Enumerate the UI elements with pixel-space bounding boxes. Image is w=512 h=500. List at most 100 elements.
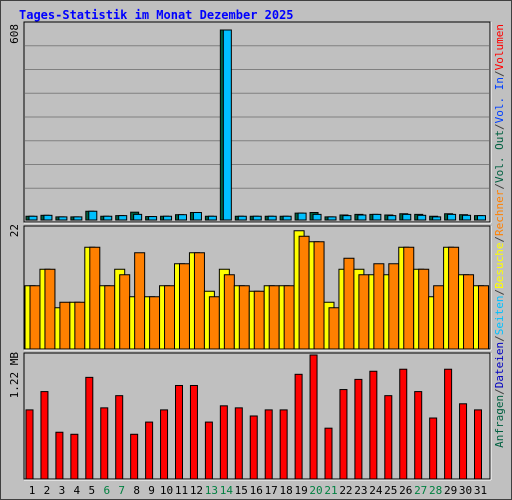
bar-dateien-day-27 bbox=[417, 214, 427, 221]
x-tick-label: 21 bbox=[324, 484, 337, 497]
bar-volumen-day-10 bbox=[160, 409, 169, 480]
bar-rechner-day-5 bbox=[89, 246, 101, 350]
bar-volumen-day-27 bbox=[414, 391, 423, 480]
legend-segment: / bbox=[493, 388, 506, 395]
x-tick-label: 25 bbox=[384, 484, 397, 497]
bar-volumen-day-18 bbox=[279, 409, 288, 480]
bar-dateien-day-17 bbox=[267, 215, 277, 221]
bar-dateien-day-5 bbox=[88, 210, 98, 221]
x-tick-label: 23 bbox=[354, 484, 367, 497]
bar-dateien-day-9 bbox=[148, 216, 158, 221]
bar-rechner-day-1 bbox=[29, 285, 41, 350]
bar-volumen-day-30 bbox=[459, 403, 468, 480]
x-tick-label: 13 bbox=[205, 484, 218, 497]
bar-dateien-day-26 bbox=[402, 213, 412, 221]
x-tick-label: 30 bbox=[459, 484, 472, 497]
bar-rechner-day-14 bbox=[223, 274, 235, 350]
x-tick-label: 19 bbox=[294, 484, 307, 497]
legend-segment: Vol. Out bbox=[493, 130, 506, 183]
bar-volumen-day-21 bbox=[324, 427, 333, 480]
legend-segment: Rechner bbox=[493, 189, 506, 236]
bar-dateien-day-3 bbox=[58, 216, 68, 221]
x-tick-label: 12 bbox=[190, 484, 203, 497]
bar-volumen-day-7 bbox=[115, 395, 124, 480]
bar-dateien-day-20 bbox=[312, 213, 322, 221]
bar-volumen-day-12 bbox=[189, 384, 198, 480]
bar-dateien-day-24 bbox=[372, 213, 382, 221]
x-tick-label: 24 bbox=[369, 484, 383, 497]
bar-rechner-day-22 bbox=[343, 257, 355, 350]
x-tick-label: 17 bbox=[265, 484, 278, 497]
x-tick-label: 31 bbox=[474, 484, 487, 497]
bar-rechner-day-9 bbox=[149, 296, 161, 350]
x-tick-label: 27 bbox=[414, 484, 427, 497]
bar-volumen-day-24 bbox=[369, 370, 378, 480]
bar-rechner-day-13 bbox=[208, 296, 220, 350]
bar-rechner-day-19 bbox=[298, 235, 310, 350]
x-tick-label: 1 bbox=[29, 484, 36, 497]
bar-dateien-day-16 bbox=[252, 215, 262, 221]
bar-rechner-day-15 bbox=[238, 285, 250, 350]
bar-rechner-day-17 bbox=[268, 285, 280, 350]
bar-volumen-day-22 bbox=[339, 389, 348, 480]
bar-rechner-day-3 bbox=[59, 301, 71, 350]
bar-rechner-day-20 bbox=[313, 241, 325, 350]
bar-rechner-day-4 bbox=[74, 301, 86, 350]
bar-rechner-day-27 bbox=[418, 268, 430, 350]
legend-segment: Seiten bbox=[493, 296, 506, 336]
bar-dateien-day-6 bbox=[103, 215, 113, 221]
bar-volumen-day-17 bbox=[264, 409, 273, 480]
bar-volumen-day-20 bbox=[309, 354, 318, 480]
bar-rechner-day-30 bbox=[463, 274, 475, 350]
bar-dateien-day-15 bbox=[237, 215, 247, 221]
x-tick-label: 6 bbox=[103, 484, 110, 497]
bar-rechner-day-26 bbox=[403, 246, 415, 350]
bar-rechner-day-28 bbox=[433, 285, 445, 350]
x-tick-label: 8 bbox=[133, 484, 140, 497]
panel-top bbox=[23, 21, 491, 223]
x-tick-label: 3 bbox=[59, 484, 66, 497]
legend-vertical: Anfragen/Dateien/Seiten/Besuche/Rechner/… bbox=[493, 24, 506, 448]
bar-dateien-day-23 bbox=[357, 214, 367, 221]
x-tick-label: 16 bbox=[250, 484, 263, 497]
x-tick-label: 9 bbox=[148, 484, 155, 497]
x-tick-label: 14 bbox=[220, 484, 234, 497]
bar-rechner-day-2 bbox=[44, 268, 56, 350]
bar-volumen-day-16 bbox=[249, 415, 258, 480]
bar-volumen-day-25 bbox=[384, 395, 393, 480]
bar-dateien-day-28 bbox=[432, 216, 442, 221]
x-tick-label: 22 bbox=[339, 484, 352, 497]
bar-rechner-day-10 bbox=[164, 285, 176, 350]
bar-dateien-day-1 bbox=[28, 215, 38, 221]
bar-volumen-day-15 bbox=[234, 407, 243, 480]
bar-dateien-day-29 bbox=[447, 213, 457, 221]
bar-rechner-day-25 bbox=[388, 263, 400, 350]
bar-volumen-day-13 bbox=[204, 421, 213, 480]
chart-title: Tages-Statistik im Monat Dezember 2025 bbox=[19, 8, 294, 22]
x-tick-label: 10 bbox=[160, 484, 173, 497]
bar-dateien-day-31 bbox=[477, 215, 486, 221]
legend-segment: Volumen bbox=[493, 24, 506, 70]
x-tick-label: 29 bbox=[444, 484, 457, 497]
legend-segment: / bbox=[493, 289, 506, 296]
bar-volumen-day-9 bbox=[145, 421, 154, 480]
bar-dateien-day-10 bbox=[163, 215, 173, 221]
bar-dateien-day-7 bbox=[118, 215, 128, 221]
x-tick-label: 11 bbox=[175, 484, 188, 497]
legend-segment: Vol. In bbox=[493, 77, 506, 123]
x-tick-label: 4 bbox=[74, 484, 81, 497]
legend-segment: / bbox=[493, 236, 506, 243]
bar-volumen-day-28 bbox=[429, 417, 438, 480]
x-tick-label: 2 bbox=[44, 484, 51, 497]
bar-rechner-day-8 bbox=[134, 252, 146, 350]
bar-dateien-day-8 bbox=[133, 213, 143, 221]
bar-rechner-day-11 bbox=[179, 263, 190, 350]
bar-dateien-day-18 bbox=[282, 215, 292, 221]
x-tick-label: 26 bbox=[399, 484, 412, 497]
bar-dateien-day-25 bbox=[387, 215, 397, 221]
middle-axis-max-label: 22 bbox=[8, 224, 21, 237]
bottom-axis-max-label: 1.22 MB bbox=[8, 352, 21, 399]
bar-volumen-day-11 bbox=[175, 384, 183, 480]
bar-rechner-day-12 bbox=[193, 252, 205, 350]
bar-dateien-day-13 bbox=[207, 215, 217, 221]
